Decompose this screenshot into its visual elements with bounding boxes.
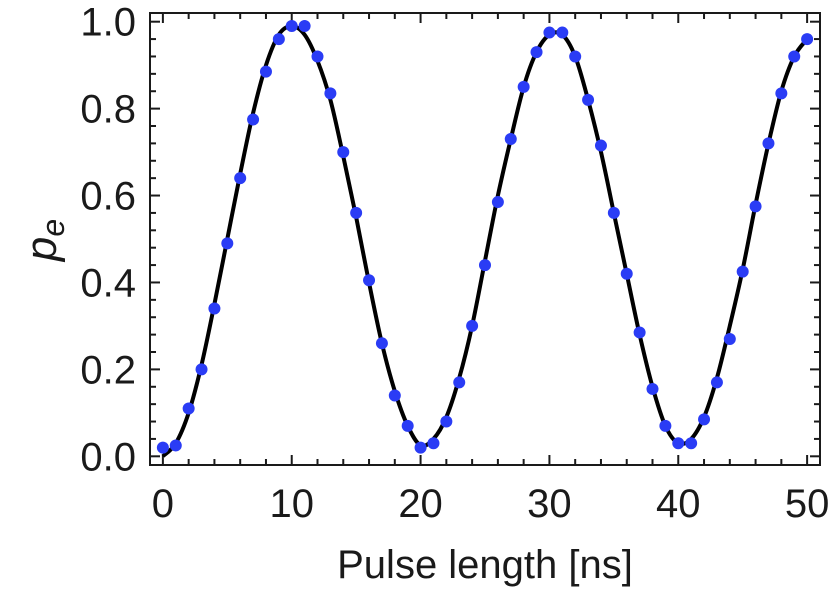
data-point (169, 439, 182, 452)
data-point (517, 80, 530, 93)
x-tick-label: 30 (527, 482, 572, 526)
data-point (543, 26, 556, 39)
data-points (156, 20, 814, 454)
data-point (311, 50, 324, 63)
data-point (698, 413, 711, 426)
data-point (801, 33, 814, 46)
data-point (659, 419, 672, 432)
data-point (466, 319, 479, 332)
data-point (324, 87, 337, 100)
data-point (388, 389, 401, 402)
x-tick-label: 40 (656, 482, 701, 526)
data-point (504, 133, 517, 146)
data-point (247, 113, 260, 126)
data-point (401, 419, 414, 432)
data-point (298, 20, 311, 33)
data-point (762, 137, 775, 150)
data-point (736, 265, 749, 278)
data-point (479, 259, 491, 272)
y-tick-label: 0.4 (80, 261, 136, 305)
data-point (788, 50, 801, 63)
y-tick-label: 0.6 (80, 175, 136, 219)
data-point (685, 437, 698, 450)
x-axis-label: Pulse length [ns] (337, 543, 633, 587)
y-tick-label: 1.0 (80, 1, 136, 45)
data-point (453, 376, 466, 389)
data-point (749, 200, 762, 213)
data-point (569, 50, 582, 63)
data-point (594, 139, 607, 152)
data-point (221, 237, 234, 250)
data-point (234, 172, 247, 185)
data-point (607, 206, 620, 219)
y-tick-label: 0.8 (80, 88, 136, 132)
data-point (208, 302, 221, 315)
y-axis-label-subscript: e (35, 219, 71, 237)
axis-ticks (150, 13, 820, 465)
data-point (672, 437, 685, 450)
data-point (646, 382, 659, 395)
data-point (556, 26, 569, 39)
x-tick-label: 50 (785, 482, 830, 526)
data-point (156, 441, 169, 454)
data-point (182, 402, 195, 415)
data-point (285, 20, 298, 33)
data-point (530, 46, 543, 59)
data-point (633, 326, 646, 339)
plot-frame (149, 12, 821, 466)
data-point (440, 415, 453, 428)
x-tick-label: 0 (152, 482, 174, 526)
x-tick-label: 20 (398, 482, 443, 526)
data-point (427, 437, 440, 450)
data-point (195, 363, 208, 376)
y-axis-label-main: p (17, 237, 66, 263)
data-point (723, 332, 736, 345)
y-tick-label: 0.2 (80, 348, 136, 392)
data-point (491, 196, 504, 209)
data-point (582, 93, 595, 106)
data-point (337, 146, 350, 159)
fit-curve (161, 24, 809, 458)
data-point (414, 441, 427, 454)
data-point (375, 337, 388, 350)
data-point (620, 267, 633, 280)
data-point (272, 33, 285, 46)
data-point (710, 376, 723, 389)
tick-labels: 0 10 20 30 40 50 0.0 0.2 0.4 0.6 0.8 1.0 (80, 1, 829, 526)
data-point (259, 65, 272, 78)
y-tick-label: 0.0 (80, 435, 136, 479)
x-tick-label: 10 (269, 482, 314, 526)
data-point (350, 206, 363, 219)
data-point (363, 274, 376, 287)
data-point (775, 87, 788, 100)
y-axis-label: pe (17, 219, 71, 263)
